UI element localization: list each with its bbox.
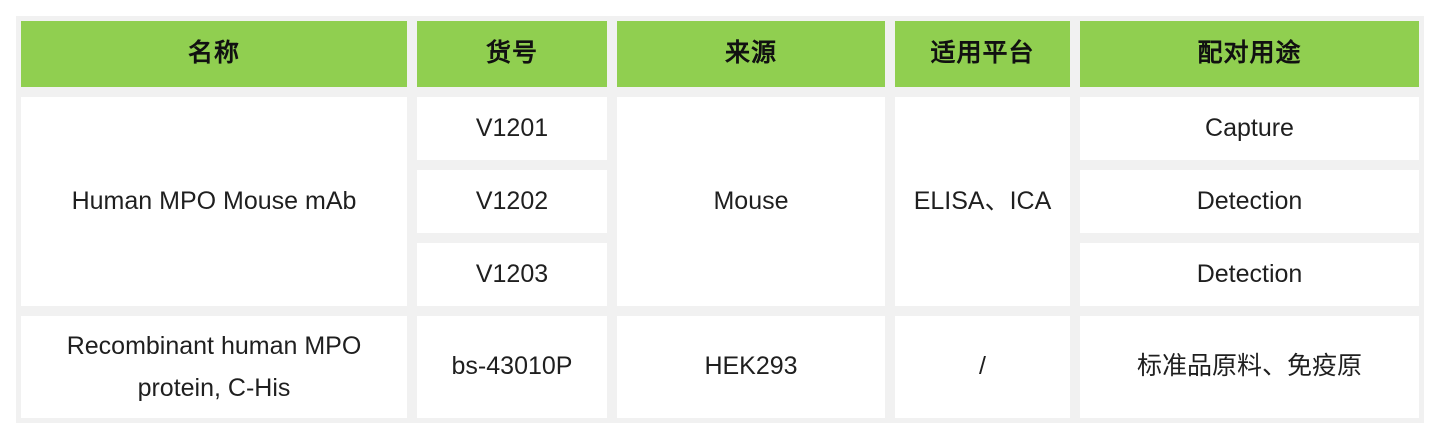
cell-mab-catalog-2: V1202	[412, 165, 612, 238]
cell-mab-platform: ELISA、ICA	[890, 92, 1075, 311]
table-row-mab-v1201: Human MPO Mouse mAb V1201 Mouse ELISA、IC…	[16, 92, 1424, 311]
cell-protein-catalog: bs-43010P	[412, 311, 612, 423]
header-cell-pairing-use: 配对用途	[1075, 16, 1424, 92]
header-cell-catalog: 货号	[412, 16, 612, 92]
table-row-protein: Recombinant human MPO protein, C-His bs-…	[16, 311, 1424, 423]
cell-protein-platform: /	[890, 311, 1075, 423]
cell-protein-use: 标准品原料、免疫原	[1075, 311, 1424, 423]
header-cell-platform: 适用平台	[890, 16, 1075, 92]
cell-mab-use-3: Detection	[1075, 238, 1424, 311]
cell-mab-source: Mouse	[612, 92, 890, 311]
protein-name-text: Recombinant human MPO protein, C-His	[66, 331, 362, 403]
header-cell-name: 名称	[16, 16, 412, 92]
header-cell-source: 来源	[612, 16, 890, 92]
cell-mab-catalog-1: V1201	[412, 92, 612, 165]
table-header-row: 名称 货号 来源 适用平台 配对用途	[16, 16, 1424, 92]
cell-mab-catalog-3: V1203	[412, 238, 612, 311]
table-row-mab-v1203: V1203 Detection	[16, 238, 1424, 311]
cell-mab-use-2: Detection	[1075, 165, 1424, 238]
cell-protein-source: HEK293	[612, 311, 890, 423]
cell-protein-name: Recombinant human MPO protein, C-His	[16, 311, 412, 423]
table-row-mab-v1202: V1202 Detection	[16, 165, 1424, 238]
cell-mab-name: Human MPO Mouse mAb	[16, 92, 412, 311]
cell-mab-use-1: Capture	[1075, 92, 1424, 165]
product-table: 名称 货号 来源 适用平台 配对用途 Human MPO Mouse mAb V…	[16, 16, 1424, 423]
